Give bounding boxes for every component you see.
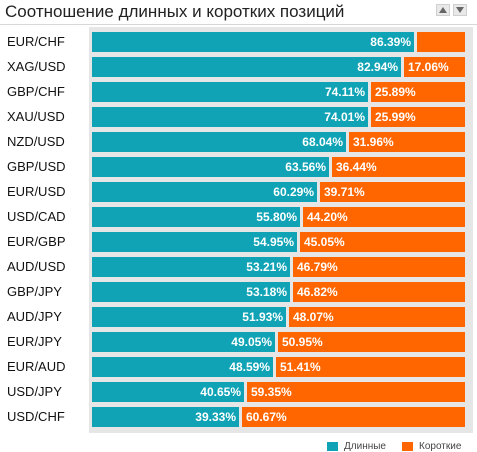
long-bar xyxy=(92,282,290,302)
long-bar xyxy=(92,307,286,327)
pair-label: EUR/GBP xyxy=(7,234,66,249)
long-bar xyxy=(92,257,290,277)
short-bar xyxy=(300,232,465,252)
long-value-label: 74.11% xyxy=(324,85,365,99)
short-bar xyxy=(349,132,465,152)
short-value-label: 60.67% xyxy=(246,410,287,424)
pair-label: XAG/USD xyxy=(7,59,66,74)
long-value-label: 74.01% xyxy=(324,110,365,124)
short-bar xyxy=(417,32,465,52)
long-value-label: 82.94% xyxy=(357,60,398,74)
long-value-label: 54.95% xyxy=(253,235,294,249)
short-value-label: 46.82% xyxy=(297,285,338,299)
long-bar xyxy=(92,57,401,77)
short-value-label: 46.79% xyxy=(297,260,338,274)
long-value-label: 40.65% xyxy=(200,385,241,399)
title-divider xyxy=(0,24,477,25)
long-bar xyxy=(92,232,297,252)
pair-label: EUR/USD xyxy=(7,184,66,199)
legend-label-long: Длинные xyxy=(344,441,386,452)
long-bar xyxy=(92,132,346,152)
legend-swatch-long xyxy=(327,442,338,451)
short-bar xyxy=(332,157,465,177)
legend-item-long: Длинные xyxy=(327,441,386,452)
short-value-label: 25.89% xyxy=(375,85,416,99)
long-value-label: 53.21% xyxy=(246,260,287,274)
short-value-label: 50.95% xyxy=(282,335,323,349)
long-bar xyxy=(92,32,414,52)
long-value-label: 68.04% xyxy=(302,135,343,149)
long-value-label: 60.29% xyxy=(273,185,314,199)
long-bar xyxy=(92,332,275,352)
short-value-label: 51.41% xyxy=(280,360,321,374)
pair-label: AUD/USD xyxy=(7,259,66,274)
long-bar xyxy=(92,182,317,202)
short-bar xyxy=(371,82,465,102)
short-bar xyxy=(247,382,465,402)
chart-title: Соотношение длинных и коротких позиций xyxy=(5,2,345,21)
pair-label: GBP/JPY xyxy=(7,284,62,299)
arrow-up-icon xyxy=(439,7,447,13)
long-bar xyxy=(92,207,300,227)
long-value-label: 51.93% xyxy=(242,310,283,324)
short-value-label: 45.05% xyxy=(304,235,345,249)
short-value-label: 39.71% xyxy=(324,185,365,199)
legend-swatch-short xyxy=(402,442,413,451)
short-bar xyxy=(371,107,465,127)
pair-label: NZD/USD xyxy=(7,134,65,149)
short-bar xyxy=(276,357,465,377)
short-bar xyxy=(293,282,465,302)
short-value-label: 17.06% xyxy=(408,60,449,74)
short-value-label: 36.44% xyxy=(336,160,377,174)
sort-down-button[interactable] xyxy=(453,4,467,16)
pair-label: USD/CHF xyxy=(7,409,65,424)
arrow-down-icon xyxy=(456,7,464,13)
long-value-label: 39.33% xyxy=(195,410,236,424)
short-bar xyxy=(293,257,465,277)
pair-label: GBP/CHF xyxy=(7,84,65,99)
short-value-label: 25.99% xyxy=(375,110,416,124)
long-bar xyxy=(92,407,239,427)
short-value-label: 31.96% xyxy=(353,135,394,149)
long-value-label: 63.56% xyxy=(285,160,326,174)
short-value-label: 48.07% xyxy=(293,310,334,324)
long-value-label: 53.18% xyxy=(246,285,287,299)
long-bar xyxy=(92,382,244,402)
long-bar xyxy=(92,82,368,102)
short-bar xyxy=(278,332,465,352)
short-bar xyxy=(242,407,465,427)
short-bar xyxy=(404,57,465,77)
short-value-label: 44.20% xyxy=(307,210,348,224)
pair-label: EUR/CHF xyxy=(7,34,65,49)
pair-label: EUR/JPY xyxy=(7,334,62,349)
short-bar xyxy=(303,207,465,227)
sort-up-button[interactable] xyxy=(436,4,450,16)
long-value-label: 49.05% xyxy=(231,335,272,349)
pair-label: USD/JPY xyxy=(7,384,62,399)
long-value-label: 86.39% xyxy=(370,35,411,49)
long-bar xyxy=(92,107,368,127)
long-bar xyxy=(92,157,329,177)
long-value-label: 48.59% xyxy=(229,360,270,374)
long-value-label: 55.80% xyxy=(256,210,297,224)
pair-label: USD/CAD xyxy=(7,209,66,224)
pair-label: AUD/JPY xyxy=(7,309,62,324)
legend-label-short: Короткие xyxy=(419,441,462,452)
pair-label: XAU/USD xyxy=(7,109,65,124)
short-bar xyxy=(289,307,465,327)
long-bar xyxy=(92,357,273,377)
legend-item-short: Короткие xyxy=(402,441,461,452)
short-value-label: 59.35% xyxy=(251,385,292,399)
pair-label: EUR/AUD xyxy=(7,359,66,374)
short-bar xyxy=(320,182,465,202)
pair-label: GBP/USD xyxy=(7,159,66,174)
